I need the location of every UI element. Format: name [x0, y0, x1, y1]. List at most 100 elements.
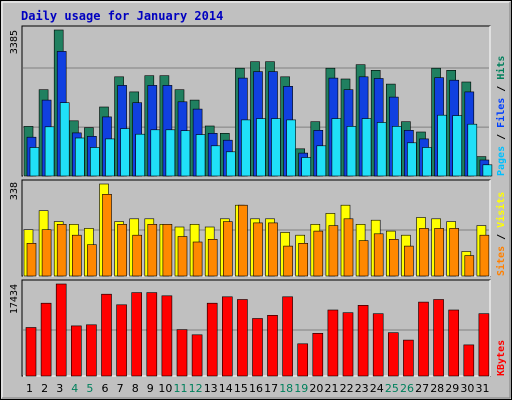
kbytes-bar-kbytes	[237, 299, 248, 377]
visits-sites-legend-item: /	[496, 228, 507, 246]
x-tick-label: 11	[174, 382, 188, 395]
hits-files-pages-bar-pages	[29, 147, 40, 177]
kbytes-bar-kbytes	[55, 283, 67, 377]
hits-files-pages-bar-pages	[316, 145, 327, 177]
x-tick-label: 16	[249, 382, 263, 395]
hits-files-pages-bar-pages	[301, 157, 312, 177]
kbytes-bar-kbytes	[161, 295, 173, 377]
visits-sites-bar-sites	[192, 241, 203, 277]
kbytes-bar-kbytes	[403, 339, 414, 377]
x-tick-label: 1	[26, 382, 33, 395]
hits-files-pages-bar-pages	[422, 147, 432, 177]
hits-files-pages-bar-pages	[90, 147, 100, 177]
kbytes-bar-kbytes	[71, 325, 82, 377]
visits-sites-bar-sites	[479, 234, 490, 277]
visits-sites-bar-sites	[147, 224, 158, 277]
x-tick-label: 13	[204, 382, 218, 395]
x-tick-label: 2	[41, 382, 48, 395]
visits-sites-bar-sites	[162, 224, 173, 277]
visits-sites-bar-sites	[373, 233, 384, 277]
hits-files-pages-bar-pages	[437, 114, 447, 177]
visits-sites-bar-sites	[313, 230, 324, 277]
visits-sites-legend-item: Sites	[495, 246, 507, 276]
x-tick-label: 30	[460, 382, 474, 395]
x-tick-label: 10	[158, 382, 172, 395]
visits-sites-bar-sites	[388, 239, 399, 277]
hits-files-pages-bar-pages	[361, 118, 372, 177]
hits-files-pages-legend-item: Hits	[495, 56, 507, 80]
kbytes-bar-kbytes	[418, 301, 429, 377]
visits-sites-legend: Sites / Visits	[495, 192, 507, 276]
x-tick-label: 14	[219, 382, 233, 395]
visits-sites-bar-sites	[434, 228, 444, 277]
x-tick-label: 8	[132, 382, 139, 395]
kbytes-bar-kbytes	[372, 313, 384, 377]
hits-files-pages-bar-pages	[256, 118, 266, 177]
visits-sites-ymax-label: 338	[9, 182, 20, 200]
x-tick-label: 9	[147, 382, 154, 395]
kbytes-bar-kbytes	[176, 329, 188, 377]
x-tick-label: 7	[117, 382, 124, 395]
x-tick-label: 28	[430, 382, 444, 395]
x-tick-label: 18	[279, 382, 293, 395]
kbytes-bar-kbytes	[267, 314, 278, 377]
hits-files-pages-legend-item: /	[496, 80, 507, 98]
hits-files-pages-bar-pages	[271, 118, 281, 177]
kbytes-bar-kbytes	[297, 343, 309, 377]
hits-files-pages-bar-pages	[286, 119, 296, 177]
x-tick-label: 26	[400, 382, 414, 395]
kbytes-legend: KBytes	[496, 340, 507, 376]
visits-sites-bar-sites	[343, 218, 354, 277]
hits-files-pages-bar-pages	[210, 145, 221, 177]
visits-sites-bar-sites	[56, 224, 67, 277]
hits-files-pages-legend-item: Files	[495, 98, 507, 128]
hits-files-pages-bar-pages	[120, 128, 130, 177]
visits-sites-bar-sites	[328, 225, 339, 277]
kbytes-legend-item: KBytes	[496, 340, 507, 376]
x-tick-label: 5	[86, 382, 93, 395]
hits-files-pages-bar-pages	[467, 123, 478, 177]
visits-sites-bar-sites	[464, 255, 475, 277]
kbytes-bar-kbytes	[312, 332, 324, 377]
x-tick-label: 17	[264, 382, 278, 395]
kbytes-bar-kbytes	[387, 332, 399, 377]
hits-files-pages-bar-pages	[346, 126, 357, 177]
kbytes-ymax-label: 17434	[9, 284, 20, 314]
visits-sites-bar-sites	[41, 229, 52, 277]
visits-sites-bar-sites	[268, 222, 278, 277]
x-tick-label: 4	[71, 382, 78, 395]
x-tick-label: 25	[385, 382, 399, 395]
visits-sites-bar-sites	[102, 194, 112, 277]
visits-sites-bar-sites	[117, 224, 127, 277]
hits-files-pages-bar-pages	[482, 164, 493, 177]
kbytes-bar-kbytes	[131, 292, 142, 377]
visits-sites-bar-sites	[283, 245, 293, 277]
visits-sites-bar-sites	[419, 228, 429, 277]
kbytes-bar-kbytes	[191, 334, 203, 377]
x-tick-label: 6	[102, 382, 109, 395]
visits-sites-bar-sites	[207, 239, 218, 277]
kbytes-bar-kbytes	[101, 293, 112, 377]
kbytes-bar-kbytes	[252, 318, 263, 377]
kbytes-bar-kbytes	[25, 327, 37, 377]
hits-files-pages-ymax-label: 3385	[9, 30, 20, 54]
hits-files-pages-bar-pages	[391, 126, 402, 177]
visits-sites-bar-sites	[87, 244, 97, 277]
hits-files-pages-bar-pages	[150, 129, 161, 177]
visits-sites-bar-sites	[404, 245, 414, 277]
x-tick-label: 21	[325, 382, 339, 395]
x-tick-label: 22	[340, 382, 354, 395]
hits-files-pages-legend: Pages / Files / Hits	[495, 56, 507, 176]
kbytes-bar-kbytes	[86, 324, 97, 377]
visits-sites-bar-sites	[449, 228, 460, 277]
visits-sites-bar-sites	[132, 234, 142, 277]
kbytes-bar-kbytes	[146, 292, 158, 377]
kbytes-bar-kbytes	[40, 302, 52, 377]
visits-sites-bar-sites	[177, 236, 188, 277]
hits-files-pages-legend-item: Pages	[496, 146, 507, 176]
kbytes-bar-kbytes	[433, 299, 444, 377]
chart-title: Daily usage for January 2014	[21, 9, 223, 23]
x-tick-label: 31	[476, 382, 490, 395]
hits-files-pages-legend-item: /	[496, 128, 507, 146]
kbytes-bar-kbytes	[116, 304, 127, 377]
